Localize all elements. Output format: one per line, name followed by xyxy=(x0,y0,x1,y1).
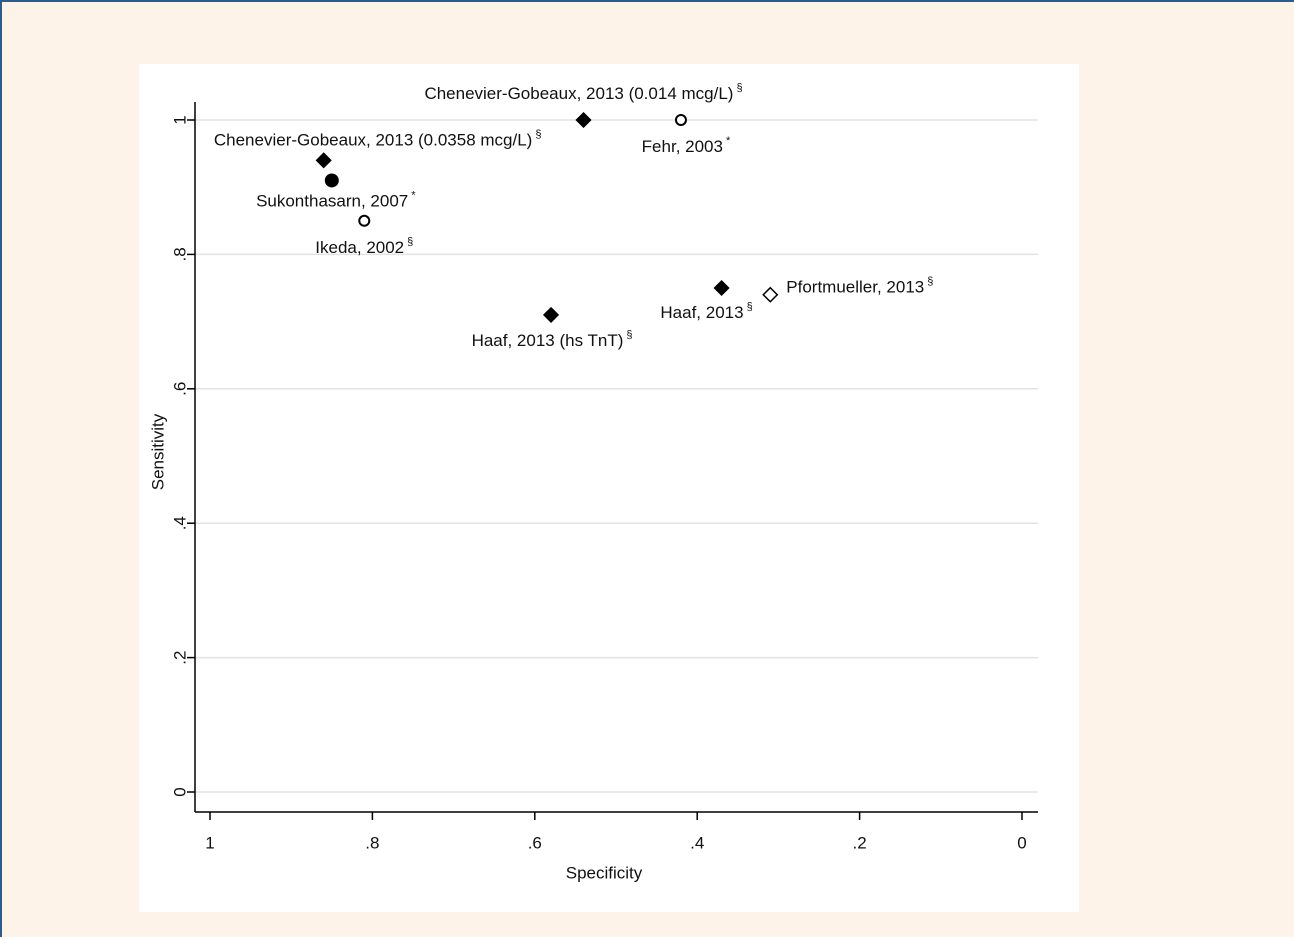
x-tick-label: .4 xyxy=(690,833,704,852)
point-label-note: § xyxy=(626,329,632,341)
x-tick-label: .2 xyxy=(853,833,867,852)
x-tick-label: .6 xyxy=(528,833,542,852)
point-label: Haaf, 2013 § xyxy=(660,301,752,323)
point xyxy=(762,286,779,303)
point-label: Chenevier-Gobeaux, 2013 (0.0358 mcg/L) § xyxy=(214,128,542,150)
point-label-text: Chenevier-Gobeaux, 2013 (0.014 mcg/L) xyxy=(424,84,733,103)
y-tick-label: .4 xyxy=(170,516,189,530)
point-label: Pfortmueller, 2013 § xyxy=(786,276,933,298)
x-tick-label: 1 xyxy=(205,833,214,852)
point-label: Ikeda, 2002 § xyxy=(315,236,413,258)
point xyxy=(324,173,339,188)
point xyxy=(542,306,560,323)
x-tick-label: 0 xyxy=(1017,833,1026,852)
point xyxy=(358,214,371,227)
point-label: Chenevier-Gobeaux, 2013 (0.014 mcg/L) § xyxy=(424,82,742,104)
y-tick-label: .2 xyxy=(170,651,189,665)
x-tick-label: .8 xyxy=(365,833,379,852)
point-label: Sukonthasarn, 2007 * xyxy=(256,189,416,211)
point xyxy=(674,114,687,126)
point-label-note: § xyxy=(747,301,753,313)
chart-panel xyxy=(139,64,1079,912)
point-label-note: § xyxy=(407,236,413,248)
point-label-text: Ikeda, 2002 xyxy=(315,238,404,257)
y-tick-label: 0 xyxy=(170,787,189,796)
point xyxy=(575,111,592,129)
y-axis-title: Sensitivity xyxy=(148,413,167,490)
y-tick-label: .6 xyxy=(170,382,189,396)
point-label-text: Pfortmueller, 2013 xyxy=(786,278,924,297)
point-label-text: Fehr, 2003 xyxy=(642,137,723,156)
point-label-text: Chenevier-Gobeaux, 2013 (0.0358 mcg/L) xyxy=(214,131,532,150)
point-label-note: § xyxy=(927,276,933,288)
point-label-text: Sukonthasarn, 2007 xyxy=(256,192,408,211)
point-label-text: Haaf, 2013 (hs TnT) xyxy=(472,331,624,350)
y-tick-label: 1 xyxy=(170,115,189,124)
x-axis-title: Specificity xyxy=(566,863,643,882)
point-label-text: Haaf, 2013 xyxy=(660,303,743,322)
point xyxy=(315,152,332,169)
point-label-note: * xyxy=(411,189,416,201)
point-label-note: § xyxy=(535,128,541,140)
point-label-note: § xyxy=(736,82,742,94)
point-label: Fehr, 2003 * xyxy=(642,135,731,157)
y-tick-label: .8 xyxy=(170,247,189,261)
point xyxy=(713,279,730,297)
point-label-note: * xyxy=(726,135,731,147)
point-label: Haaf, 2013 (hs TnT) § xyxy=(472,329,633,351)
